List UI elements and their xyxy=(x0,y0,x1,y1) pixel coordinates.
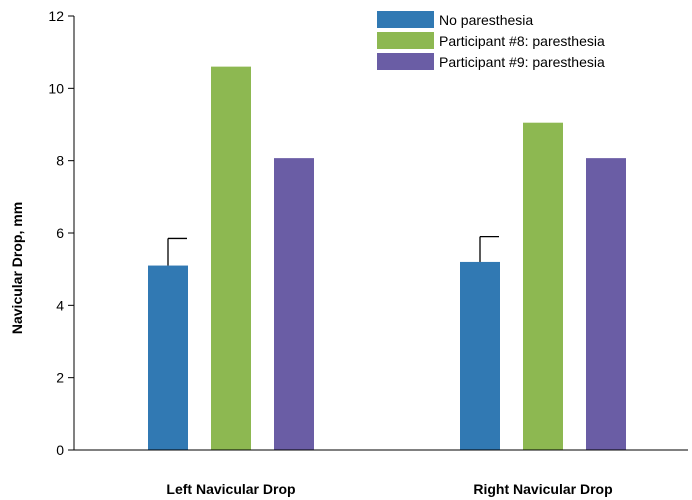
legend-swatch xyxy=(377,53,434,70)
legend: No paresthesia Participant #8: paresthesi… xyxy=(377,11,605,70)
y-tick-label: 0 xyxy=(56,442,64,458)
bar-left-series-1 xyxy=(148,265,188,450)
plot-area xyxy=(148,66,626,451)
legend-label: Participant #8: paresthesia xyxy=(439,33,605,49)
bar-left-series-3 xyxy=(274,158,314,450)
y-tick-label: 6 xyxy=(56,225,64,241)
y-tick-label: 10 xyxy=(48,80,64,96)
legend-label: No paresthesia xyxy=(439,12,533,28)
x-category-label: Right Navicular Drop xyxy=(473,481,612,497)
legend-label: Participant #9: paresthesia xyxy=(439,54,605,70)
y-axis-title: Navicular Drop, mm xyxy=(9,202,25,334)
legend-swatch xyxy=(377,11,434,28)
y-tick-label: 8 xyxy=(56,153,64,169)
bar-right-series-2 xyxy=(523,122,563,451)
bar-right-series-1 xyxy=(460,261,500,450)
legend-swatch xyxy=(377,32,434,49)
y-tick-label: 4 xyxy=(56,297,64,313)
y-tick-label: 12 xyxy=(48,8,64,24)
y-tick-label: 2 xyxy=(56,370,64,386)
x-axis: Left Navicular Drop Right Navicular Drop xyxy=(74,449,688,497)
bar-left-series-2 xyxy=(211,66,251,450)
bar-right-series-3 xyxy=(586,158,626,450)
x-category-label: Left Navicular Drop xyxy=(166,481,295,497)
y-axis: 0 2 4 6 8 10 12 xyxy=(48,8,75,458)
